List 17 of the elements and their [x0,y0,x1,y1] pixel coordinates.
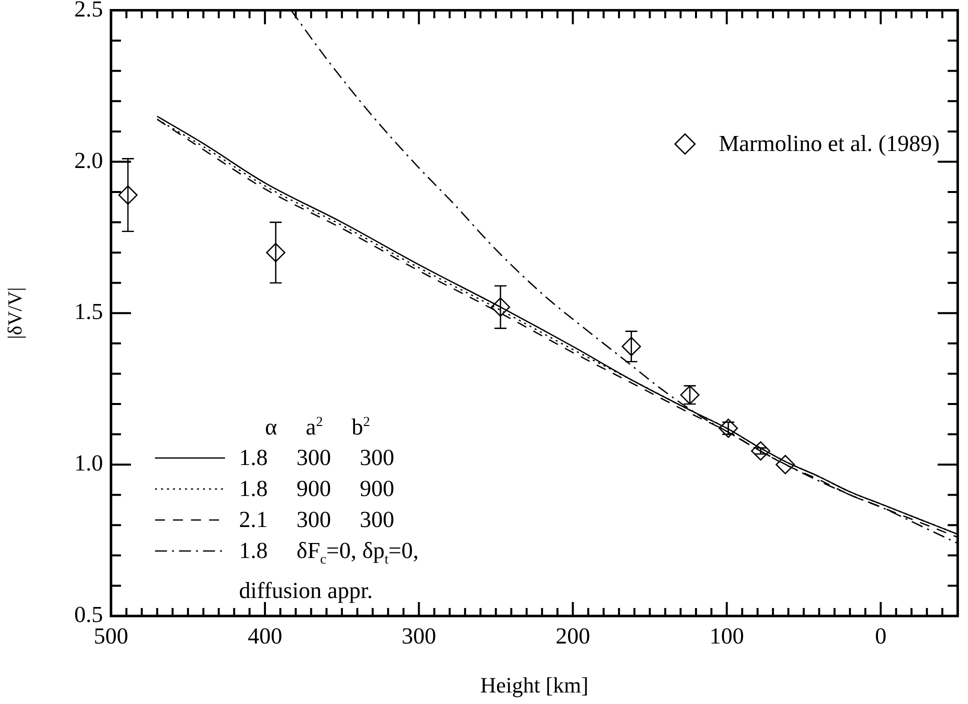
legend-label: 1.8 δF$_{c}$=0, δp$_{t}$=0, diffusion appr. [239,537,420,605]
x-tick-label: 200 [556,624,590,649]
legend-label: 1.8 300 300 [239,444,396,472]
x-tick-label: 400 [248,624,282,649]
x-axis-title: Height [km] [480,672,588,698]
y-tick-label: 1.0 [74,450,103,476]
text: α a$^{2}$ b$^{2}$ [265,414,370,440]
legend-label: 1.8 900 900 [239,475,396,504]
x-tick-label: 300 [402,624,436,649]
y-tick-label: 2.5 [74,0,103,22]
x-tick-label: 0 [874,624,886,649]
legend-label: 2.1 300 300 [239,506,396,534]
y-axis-title: |δV/V| [4,287,26,340]
y-tick-label: 2.0 [74,148,103,173]
x-tick-label: 100 [710,624,744,649]
legend-label: Marmolino et al. (1989) [718,130,940,158]
y-tick-label: 1.5 [74,299,103,324]
